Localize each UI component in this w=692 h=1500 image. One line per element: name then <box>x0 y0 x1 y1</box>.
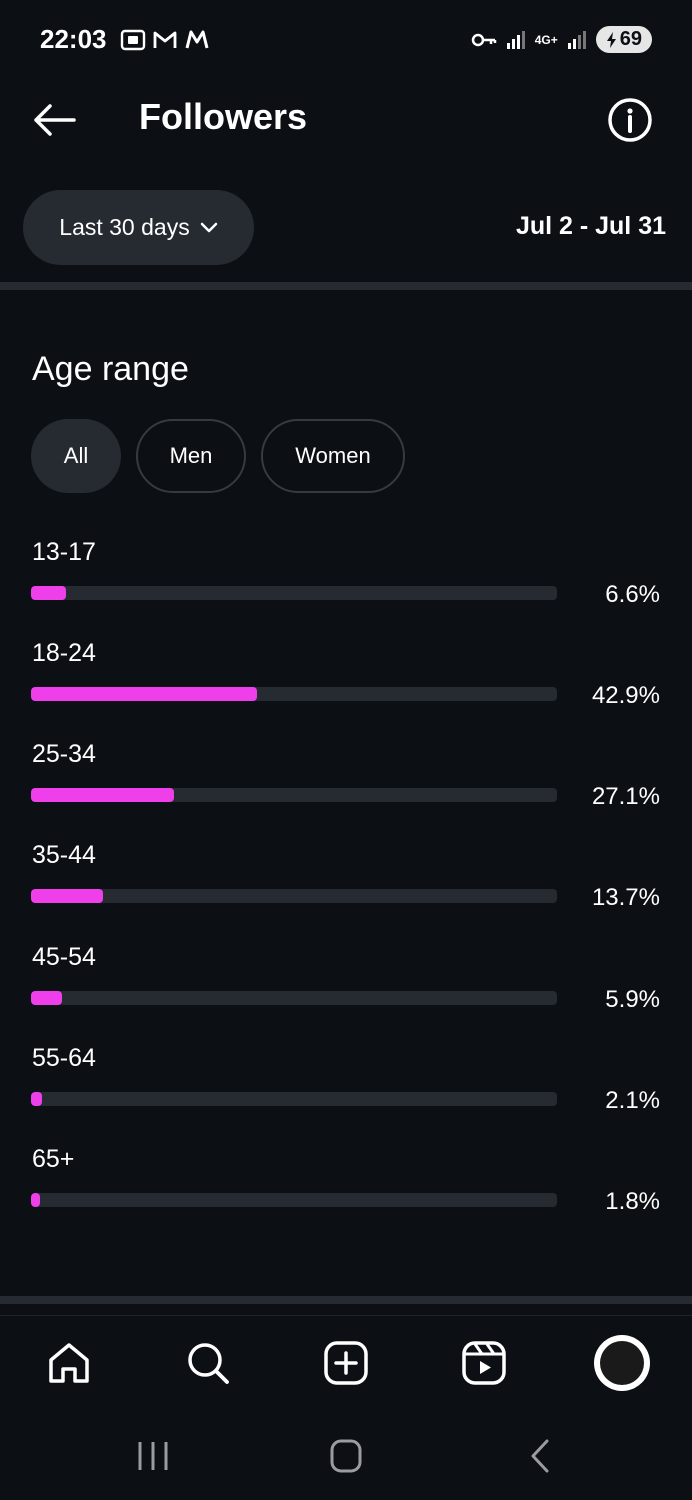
status-time: 22:03 <box>40 24 107 54</box>
bar-fill <box>31 586 66 600</box>
age-percent: 2.1% <box>605 1087 660 1114</box>
nav-reels[interactable] <box>459 1338 509 1388</box>
recent-apps-button[interactable] <box>134 1438 174 1474</box>
age-row: 35-44 13.7% <box>0 841 692 941</box>
bar-fill <box>31 1193 41 1207</box>
age-percent: 27.1% <box>591 783 660 810</box>
age-percent: 42.9% <box>591 682 660 709</box>
bar-track <box>31 1193 557 1207</box>
age-label: 35-44 <box>32 841 96 869</box>
bar-track <box>31 1092 557 1106</box>
date-range-dropdown-label: Last 30 days <box>59 214 190 240</box>
page-title: Followers <box>139 96 308 137</box>
signal-icon-2 <box>567 30 586 49</box>
tab-women[interactable]: Women <box>261 419 405 493</box>
age-percent: 6.6% <box>605 581 660 608</box>
bar-fill <box>31 788 174 802</box>
network-type-label: 4G+ <box>534 32 558 47</box>
charging-icon <box>606 31 616 48</box>
status-bar: 22:03 4G+ 69 <box>0 0 692 80</box>
system-nav-bar <box>0 1410 692 1500</box>
create-icon <box>324 1341 368 1385</box>
age-row: 18-24 42.9% <box>0 639 692 739</box>
section-divider-bottom <box>0 1296 692 1304</box>
age-label: 13-17 <box>32 538 96 566</box>
age-label: 65+ <box>32 1145 75 1173</box>
tab-men[interactable]: Men <box>136 419 246 493</box>
bar-fill <box>31 687 257 701</box>
system-status-icons: 4G+ 69 <box>471 26 652 53</box>
gmail-icon <box>153 31 177 48</box>
info-button[interactable] <box>606 96 654 144</box>
age-percent: 5.9% <box>605 986 660 1013</box>
age-row: 55-64 2.1% <box>0 1044 692 1144</box>
nav-home[interactable] <box>44 1338 94 1388</box>
nav-create[interactable] <box>321 1338 371 1388</box>
age-row: 25-34 27.1% <box>0 740 692 840</box>
reels-icon <box>462 1341 506 1385</box>
nav-search[interactable] <box>183 1338 233 1388</box>
bottom-nav <box>0 1315 692 1411</box>
bar-track <box>31 586 557 600</box>
age-row: 45-54 5.9% <box>0 943 692 1043</box>
age-label: 45-54 <box>32 943 96 971</box>
age-percent: 1.8% <box>605 1188 660 1215</box>
home-system-button[interactable] <box>326 1438 366 1474</box>
bar-track <box>31 889 557 903</box>
age-row: 13-17 6.6% <box>0 538 692 638</box>
tab-all-label: All <box>63 443 89 468</box>
recent-apps-icon <box>138 1442 168 1470</box>
section-divider <box>0 282 692 290</box>
bar-fill <box>31 1092 43 1106</box>
signal-icon <box>506 30 525 49</box>
age-label: 18-24 <box>32 639 96 667</box>
notification-icons <box>120 28 210 52</box>
section-title: Age range <box>32 350 189 388</box>
age-row: 65+ 1.8% <box>0 1145 692 1245</box>
age-label: 25-34 <box>32 740 96 768</box>
home-circle-icon <box>330 1439 362 1473</box>
screenshot-icon <box>120 29 146 51</box>
info-icon <box>608 98 652 142</box>
date-range-text: Jul 2 - Jul 31 <box>515 212 666 240</box>
home-icon <box>49 1343 89 1383</box>
back-button[interactable] <box>30 98 78 142</box>
profile-avatar[interactable] <box>594 1335 650 1391</box>
age-percent: 13.7% <box>591 884 660 911</box>
chevron-down-icon <box>200 222 217 232</box>
back-system-button[interactable] <box>521 1438 561 1474</box>
m-app-icon <box>185 30 209 49</box>
age-label: 55-64 <box>32 1044 96 1072</box>
battery-indicator: 69 <box>595 26 652 53</box>
header: Followers <box>0 80 692 160</box>
bar-track <box>31 991 557 1005</box>
vpn-key-icon <box>471 33 496 46</box>
bar-fill <box>31 991 63 1005</box>
back-arrow-icon <box>34 104 76 136</box>
battery-level: 69 <box>619 28 642 50</box>
search-icon <box>188 1343 229 1384</box>
tab-women-label: Women <box>295 443 371 468</box>
bar-fill <box>31 889 104 903</box>
bar-track <box>31 788 557 802</box>
tab-men-label: Men <box>169 443 213 468</box>
back-chevron-icon <box>531 1439 549 1473</box>
avatar-image <box>600 1341 644 1385</box>
date-range-dropdown[interactable]: Last 30 days <box>23 190 254 265</box>
tab-all[interactable]: All <box>31 419 121 493</box>
bar-track <box>31 687 557 701</box>
